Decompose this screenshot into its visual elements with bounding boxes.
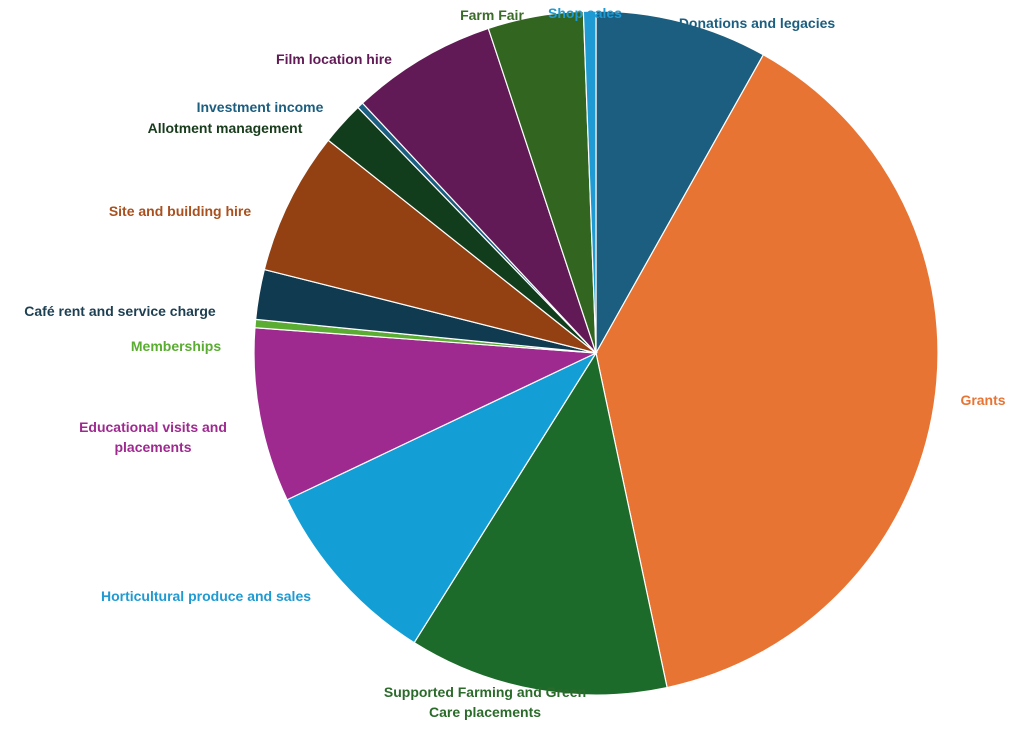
pie-slice-horticultural-produce-and-sales xyxy=(286,351,598,644)
slice-label-donations-and-legacies: Donations and legacies xyxy=(679,15,836,31)
slice-label-memberships: Memberships xyxy=(131,338,221,354)
pie-slice-shop-sales xyxy=(582,10,597,354)
slice-label-farm-fair: Farm Fair xyxy=(460,7,524,23)
pie-labels: Donations and legacies Grants Supported Fa… xyxy=(24,5,1005,720)
slice-label-shop-sales: Shop sales xyxy=(548,5,622,21)
pie-slice-educational-visits-and-placements xyxy=(253,327,599,501)
slice-label-educational-visits-and-placements: Educational visits and placements xyxy=(79,419,227,455)
slice-label-grants: Grants xyxy=(960,392,1005,408)
pie-slice-donations-and-legacies xyxy=(595,10,765,356)
slice-label-film-location-hire: Film location hire xyxy=(276,51,392,67)
pie-slice-film-location-hire xyxy=(361,27,597,354)
slice-label-caf-rent-and-service-charge: Café rent and service charge xyxy=(24,303,216,319)
slice-label-horticultural-produce-and-sales: Horticultural produce and sales xyxy=(101,588,311,604)
slice-label-supported-farming-and-green-care-placements: Supported Farming and Green Care placemen… xyxy=(384,684,586,720)
pie-slices xyxy=(253,10,939,696)
pie-slice-grants xyxy=(595,53,939,689)
pie-slice-site-and-building-hire xyxy=(263,139,597,354)
slice-label-allotment-management: Allotment management xyxy=(148,120,303,136)
slice-label-investment-income: Investment income xyxy=(197,99,324,115)
pie-slice-supported-farming-and-green-care-placements xyxy=(413,351,668,696)
slice-label-site-and-building-hire: Site and building hire xyxy=(109,203,252,219)
